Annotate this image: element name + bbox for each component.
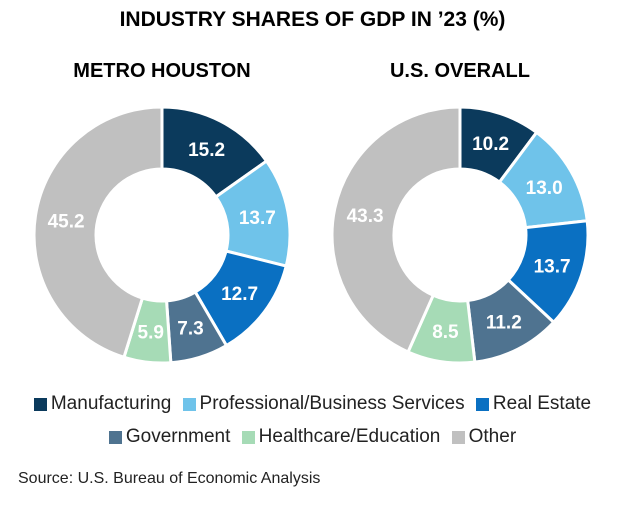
houston-subtitle: METRO HOUSTON bbox=[73, 60, 251, 82]
legend-swatch bbox=[33, 397, 47, 411]
data-label: 12.7 bbox=[221, 284, 258, 305]
legend-item-real-estate: Real Estate bbox=[475, 393, 592, 415]
legend-label: Other bbox=[468, 426, 517, 447]
legend-item-manufacturing: Manufacturing bbox=[33, 393, 172, 415]
donut-slice-other bbox=[330, 105, 462, 354]
data-label: 11.2 bbox=[486, 313, 522, 334]
data-label: 8.5 bbox=[432, 322, 459, 343]
legend-swatch bbox=[241, 430, 255, 444]
legend-row-1: Manufacturing Professional/Business Serv… bbox=[0, 393, 625, 417]
legend-row-2: Government Healthcare/Education Other bbox=[0, 426, 625, 450]
legend-label: Professional/Business Services bbox=[199, 393, 465, 414]
legend-item-government: Government bbox=[108, 426, 231, 448]
donut-slice-other bbox=[32, 105, 164, 360]
data-label: 10.2 bbox=[472, 134, 509, 155]
data-label: 7.3 bbox=[177, 319, 203, 340]
legend-item-healthcare: Healthcare/Education bbox=[241, 426, 441, 448]
legend-swatch bbox=[108, 430, 122, 444]
chart-title: INDUSTRY SHARES OF GDP IN ’23 (%) bbox=[119, 8, 506, 31]
legend-swatch bbox=[475, 397, 489, 411]
data-label: 13.0 bbox=[526, 178, 563, 199]
legend-item-other: Other bbox=[451, 426, 517, 448]
data-label: 15.2 bbox=[188, 140, 225, 161]
data-label: 5.9 bbox=[138, 322, 164, 343]
data-label: 13.7 bbox=[534, 256, 571, 277]
legend-swatch bbox=[451, 430, 465, 444]
legend-label: Manufacturing bbox=[50, 393, 172, 414]
legend-label: Real Estate bbox=[492, 393, 592, 414]
legend-swatch bbox=[182, 397, 196, 411]
data-label: 13.7 bbox=[239, 208, 276, 229]
us-subtitle: U.S. OVERALL bbox=[389, 60, 530, 82]
legend-label: Government bbox=[125, 426, 231, 447]
source-note: Source: U.S. Bureau of Economic Analysis bbox=[18, 470, 321, 487]
legend-label: Healthcare/Education bbox=[258, 426, 441, 447]
legend-item-professional: Professional/Business Services bbox=[182, 393, 465, 415]
data-label: 45.2 bbox=[48, 211, 85, 232]
data-label: 43.3 bbox=[347, 206, 384, 227]
